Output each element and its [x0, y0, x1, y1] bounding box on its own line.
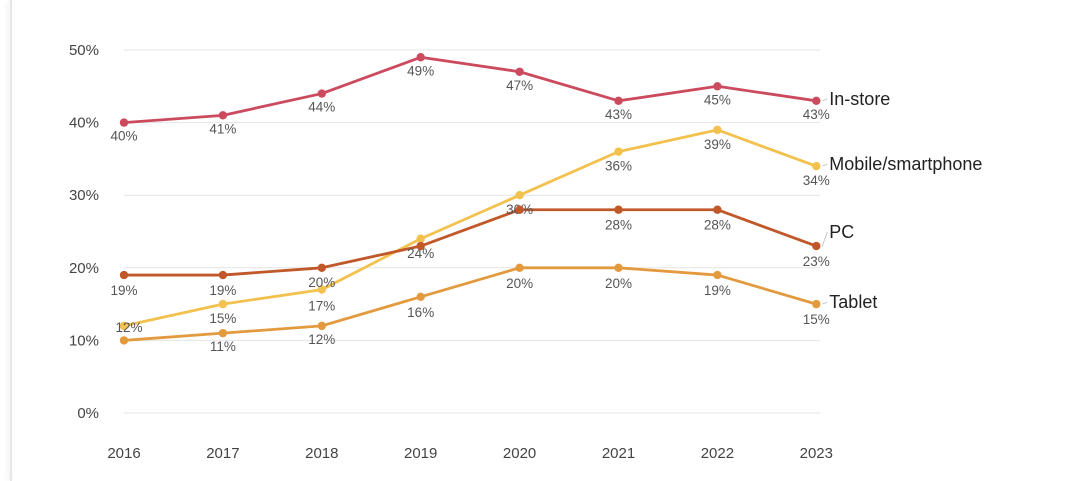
data-point	[713, 270, 722, 280]
y-tick-label: 30%	[69, 187, 99, 204]
data-label: 45%	[704, 92, 731, 107]
data-point	[218, 270, 228, 280]
data-point	[317, 263, 326, 272]
x-tick-label: 2020	[503, 445, 536, 462]
data-point	[218, 111, 228, 120]
data-label: 15%	[803, 312, 830, 327]
data-point	[812, 241, 821, 251]
data-point	[515, 67, 524, 76]
data-point	[614, 96, 623, 106]
chart-frame: 0% 10% 20% 30% 40% 50% 2016 2017 2018 2019 2020 202…	[10, 0, 1069, 481]
data-label: 34%	[803, 173, 830, 188]
data-point	[515, 263, 524, 272]
data-label: 44%	[308, 100, 335, 115]
data-label: 20%	[605, 276, 632, 291]
data-label: 17%	[308, 299, 335, 314]
data-point	[713, 82, 722, 91]
data-point	[812, 161, 821, 171]
y-tick-label: 20%	[69, 260, 99, 277]
series-name-label: Mobile/smartphone	[829, 154, 982, 174]
data-point	[218, 328, 228, 338]
data-point	[317, 321, 326, 331]
data-point	[416, 241, 425, 251]
y-tick-label: 10%	[69, 332, 99, 349]
series-name-leader	[822, 163, 828, 167]
data-point	[713, 205, 722, 214]
data-point	[812, 299, 821, 309]
series-name-label: In-store	[829, 89, 890, 109]
data-point	[416, 292, 425, 302]
series-name-label: PC	[829, 222, 854, 242]
data-point	[119, 118, 129, 127]
y-tick-label: 40%	[69, 115, 99, 132]
data-label: 20%	[308, 275, 335, 290]
data-point	[515, 191, 524, 200]
x-tick-label: 2018	[305, 445, 338, 462]
data-label: 41%	[209, 121, 236, 136]
data-point	[416, 53, 425, 62]
x-tick-label: 2016	[107, 445, 140, 462]
data-label: 39%	[704, 137, 731, 152]
data-point	[614, 205, 623, 214]
data-point	[119, 336, 129, 345]
series-name-leader	[822, 98, 828, 102]
data-label: 40%	[110, 129, 137, 144]
y-tick-label: 50%	[69, 42, 99, 59]
data-label: 12%	[308, 332, 335, 347]
series-name-label: Tablet	[829, 292, 877, 312]
x-tick-label: 2017	[206, 445, 239, 462]
data-label: 11%	[210, 339, 236, 354]
x-tick-label: 2021	[602, 445, 635, 462]
series-line	[123, 55, 817, 124]
series-name-leader	[822, 301, 828, 305]
data-point	[614, 263, 623, 272]
x-tick-label: 2023	[800, 445, 833, 462]
y-tick-label: 0%	[77, 405, 99, 422]
data-point	[317, 89, 326, 98]
data-point	[713, 125, 722, 135]
data-label: 43%	[803, 107, 830, 122]
series-line	[124, 208, 817, 277]
data-label: 15%	[209, 311, 236, 326]
data-label: 19%	[110, 283, 137, 298]
data-label: 43%	[605, 107, 632, 122]
data-label: 24%	[407, 246, 434, 261]
data-label: 12%	[115, 320, 142, 335]
data-label: 19%	[209, 283, 236, 298]
data-label: 36%	[605, 159, 632, 174]
data-point	[614, 147, 623, 156]
data-label: 49%	[407, 63, 434, 78]
data-point	[317, 285, 326, 294]
data-label: 16%	[407, 305, 434, 320]
data-label: 28%	[605, 218, 632, 233]
series-name-leader	[821, 231, 828, 247]
data-point	[812, 96, 821, 106]
x-tick-label: 2019	[404, 445, 437, 462]
line-chart: 0% 10% 20% 30% 40% 50% 2016 2017 2018 2019 2020 202…	[69, 42, 982, 462]
data-point	[119, 270, 129, 280]
data-point	[218, 299, 228, 309]
data-label: 23%	[803, 254, 830, 269]
data-label: 47%	[506, 78, 533, 93]
data-point	[416, 234, 425, 243]
data-label: 19%	[704, 283, 731, 298]
data-point	[119, 321, 129, 331]
series-line	[123, 128, 817, 328]
data-label: 20%	[506, 276, 533, 291]
data-point	[515, 205, 524, 214]
data-label: 28%	[704, 218, 731, 233]
x-tick-label: 2022	[701, 445, 734, 462]
series-line	[123, 266, 817, 342]
